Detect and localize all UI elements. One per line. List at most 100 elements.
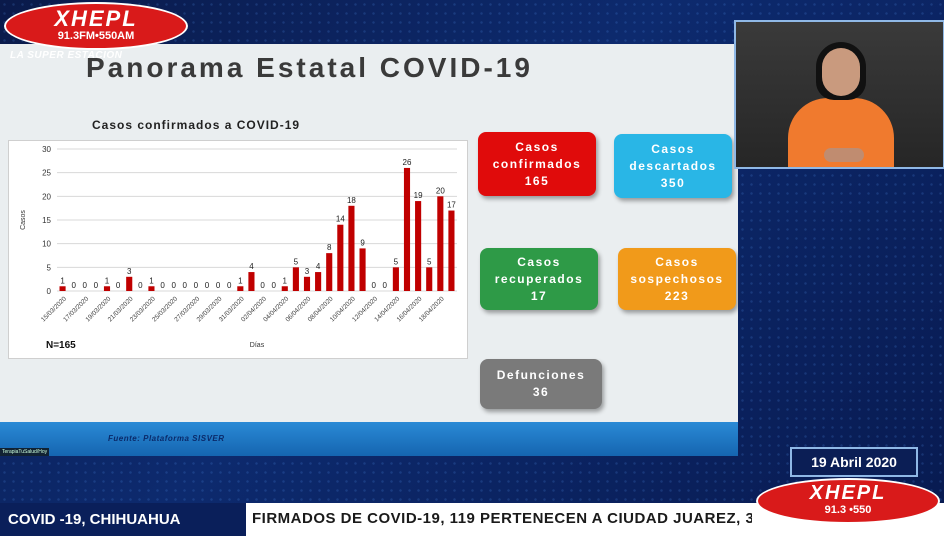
presentation-slide: Panorama Estatal COVID-19 Casos confirma… xyxy=(0,44,738,456)
data-label: 18 xyxy=(347,196,356,205)
interpreter-face xyxy=(822,48,860,96)
data-label: 4 xyxy=(316,262,321,271)
chart-bar xyxy=(148,286,155,291)
y-axis-label: Casos xyxy=(20,210,27,230)
chart-bar xyxy=(403,167,411,291)
data-label: 0 xyxy=(227,281,232,290)
data-label: 0 xyxy=(171,281,176,290)
chart-bar xyxy=(292,267,299,291)
chart-bar xyxy=(281,286,288,291)
y-tick-label: 15 xyxy=(42,216,51,225)
chart-bar xyxy=(426,267,433,291)
card-defunciones-value: 36 xyxy=(532,385,550,399)
data-label: 0 xyxy=(194,281,199,290)
chart-bar xyxy=(337,224,344,291)
logo-name-bottom: XHEPL xyxy=(809,482,887,504)
card-recuperados-label2: recuperados xyxy=(494,271,584,286)
data-label: 0 xyxy=(216,281,221,290)
card-recuperados-value: 17 xyxy=(530,288,548,303)
data-label: 0 xyxy=(371,281,376,290)
data-label: 1 xyxy=(60,276,65,285)
card-confirmados-label1: Casos xyxy=(515,139,559,154)
data-label: 5 xyxy=(394,257,399,266)
slide-footer-bar: Fuente: Plataforma SISVER xyxy=(0,422,738,456)
data-label: 9 xyxy=(360,238,365,247)
ticker-text: FIRMADOS DE COVID-19, 119 PERTENECEN A C… xyxy=(252,510,752,527)
chart-bar xyxy=(248,272,255,291)
card-confirmados: Casos confirmados 165 xyxy=(478,132,596,196)
y-tick-label: 30 xyxy=(42,145,51,154)
data-label: 0 xyxy=(205,281,210,290)
data-label: 1 xyxy=(149,276,154,285)
data-label: 14 xyxy=(336,215,345,224)
card-defunciones-label: Defunciones xyxy=(496,368,586,382)
data-label: 4 xyxy=(249,262,254,271)
chart-bar xyxy=(392,267,399,291)
station-logo: XHEPL 91.3FM•550AM xyxy=(4,0,188,50)
data-label: 0 xyxy=(160,281,165,290)
data-label: 0 xyxy=(260,281,265,290)
data-label: 0 xyxy=(138,281,143,290)
data-label: 1 xyxy=(283,276,288,285)
logo-name: XHEPL xyxy=(54,6,138,31)
interpreter-hands xyxy=(824,148,864,162)
station-logo-bottom: XHEPL 91.3 •550 xyxy=(756,478,940,524)
data-label: 3 xyxy=(127,267,132,276)
data-label: 8 xyxy=(327,243,332,252)
data-label: 0 xyxy=(183,281,188,290)
chart-bar xyxy=(415,201,422,291)
card-recuperados: Casos recuperados 17 xyxy=(480,248,598,310)
chart-bar xyxy=(237,286,244,291)
data-label: 1 xyxy=(105,276,110,285)
logo-frequency-bottom: 91.3 •550 xyxy=(824,504,872,516)
card-defunciones: Defunciones 36 xyxy=(480,359,602,409)
date-badge: 19 Abril 2020 xyxy=(790,447,918,477)
card-sospechosos: Casos sospechosos 223 xyxy=(618,248,736,310)
chart-bar xyxy=(103,286,111,291)
y-tick-label: 5 xyxy=(47,263,52,272)
chart-bar xyxy=(448,210,455,291)
slide-title: Panorama Estatal COVID-19 xyxy=(86,52,533,83)
data-label: 26 xyxy=(403,158,412,167)
y-tick-label: 25 xyxy=(42,169,51,178)
corner-tag: TerapiaTuSalud/Hoy xyxy=(0,448,50,456)
data-label: 0 xyxy=(71,281,76,290)
card-confirmados-label2: confirmados xyxy=(492,156,582,171)
card-descartados-label2: descartados xyxy=(629,158,717,173)
data-label: 20 xyxy=(436,186,445,195)
logo-oval-bottom xyxy=(756,478,940,524)
data-label: 0 xyxy=(383,281,388,290)
card-sospechosos-label2: sospechosos xyxy=(630,271,724,286)
logo-oval xyxy=(4,2,188,50)
card-sospechosos-value: 223 xyxy=(664,288,690,303)
chart-bar xyxy=(359,248,366,291)
card-descartados: Casos descartados 350 xyxy=(614,134,732,198)
station-tagline: LA SUPER ESTACION xyxy=(10,50,123,61)
y-tick-label: 0 xyxy=(47,287,52,296)
y-tick-label: 20 xyxy=(42,192,51,201)
data-label: 5 xyxy=(427,257,432,266)
card-confirmados-value: 165 xyxy=(524,173,550,188)
data-label: 0 xyxy=(83,281,88,290)
y-tick-label: 10 xyxy=(42,240,51,249)
bar-chart: 0 5 10 15 20 25 30 Casos 1 0 0 0 1 0 3 0 1 0 0 0 0 0 0 0 1 4 0 0 1 5 3… xyxy=(8,140,468,359)
chart-bar xyxy=(303,276,311,291)
data-label: 0 xyxy=(271,281,276,290)
x-axis-label: Días xyxy=(250,342,265,349)
chart-bar xyxy=(326,253,333,291)
card-descartados-label1: Casos xyxy=(651,141,695,156)
data-label: 0 xyxy=(94,281,99,290)
chart-bar xyxy=(126,276,133,291)
logo-frequency: 91.3FM•550AM xyxy=(57,30,135,42)
card-descartados-value: 350 xyxy=(660,175,686,190)
sign-language-interpreter-video xyxy=(734,20,944,169)
data-label: 5 xyxy=(294,257,299,266)
chart-bar xyxy=(348,205,355,291)
chart-title: Casos confirmados a COVID-19 xyxy=(92,118,301,132)
card-recuperados-label1: Casos xyxy=(517,254,561,269)
card-sospechosos-label1: Casos xyxy=(655,254,699,269)
chart-bar xyxy=(437,196,444,291)
data-source: Fuente: Plataforma SISVER xyxy=(108,434,225,443)
sample-size-label: N=165 xyxy=(46,340,76,351)
